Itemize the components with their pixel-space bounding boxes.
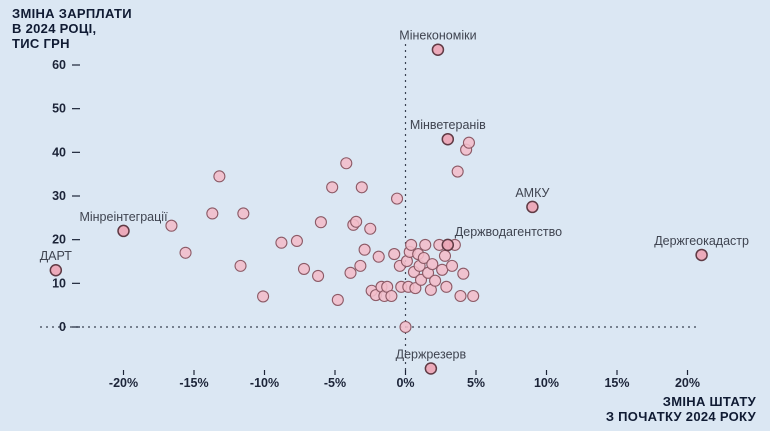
scatter-point-labeled bbox=[431, 43, 445, 56]
x-axis-title: ЗМІНА ШТАТУ З ПОЧАТКУ 2024 РОКУ bbox=[606, 394, 756, 424]
scatter-point bbox=[344, 266, 357, 279]
scatter-point-labeled bbox=[441, 132, 455, 146]
x-tick-label: -15% bbox=[179, 376, 208, 390]
scatter-point bbox=[388, 248, 401, 261]
scatter-point bbox=[331, 293, 344, 306]
y-tick-label: 60 bbox=[52, 58, 66, 72]
scatter-point bbox=[213, 170, 226, 183]
point-label: Держрезерв bbox=[396, 347, 467, 361]
scatter-point bbox=[390, 192, 404, 205]
scatter-point bbox=[429, 274, 442, 287]
scatter-point bbox=[314, 216, 327, 229]
x-tick-label: -5% bbox=[324, 376, 346, 390]
scatter-point bbox=[440, 280, 453, 293]
scatter-point bbox=[237, 207, 250, 220]
x-tick-label: 20% bbox=[675, 376, 700, 390]
scatter-point bbox=[257, 290, 270, 303]
point-label: АМКУ bbox=[515, 186, 549, 200]
scatter-point bbox=[297, 262, 311, 275]
scatter-point bbox=[462, 136, 476, 149]
scatter-point bbox=[426, 258, 439, 271]
point-label: Держводагентство bbox=[455, 225, 562, 239]
scatter-point bbox=[179, 246, 192, 259]
scatter-point-labeled bbox=[695, 248, 708, 262]
y-tick-label: 20 bbox=[52, 233, 66, 247]
point-label: Мінреінтеграції bbox=[79, 210, 168, 224]
point-label: ДАРТ bbox=[40, 249, 73, 263]
scatter-point bbox=[165, 219, 178, 232]
scatter-point bbox=[405, 238, 418, 251]
scatter-point bbox=[275, 236, 288, 249]
scatter-point bbox=[340, 157, 353, 170]
scatter-point bbox=[451, 165, 464, 178]
x-tick-label: 0% bbox=[396, 376, 414, 390]
scatter-point bbox=[457, 267, 470, 280]
scatter-point bbox=[445, 259, 459, 272]
scatter-point bbox=[399, 320, 412, 334]
scatter-point bbox=[417, 251, 430, 265]
scatter-point-labeled bbox=[441, 238, 455, 252]
x-tick-label: -10% bbox=[250, 376, 279, 390]
scatter-point bbox=[438, 249, 452, 262]
scatter-point bbox=[312, 269, 325, 282]
scatter-point bbox=[467, 289, 480, 303]
scatter-point bbox=[385, 289, 398, 303]
x-axis-title-line2: З ПОЧАТКУ 2024 РОКУ bbox=[605, 409, 756, 424]
point-label: Держгеокадастр bbox=[654, 234, 749, 248]
scatter-point bbox=[234, 259, 247, 272]
y-tick-label: 30 bbox=[52, 189, 66, 203]
scatter-point bbox=[409, 282, 422, 295]
y-axis-title-line3: ТИС ГРН bbox=[12, 36, 70, 51]
y-tick-label: 50 bbox=[52, 102, 66, 116]
y-tick-label: 40 bbox=[52, 145, 66, 159]
point-label: Мінветеранів bbox=[410, 118, 486, 132]
x-tick-label: -20% bbox=[109, 376, 138, 390]
scatter-point-labeled bbox=[526, 200, 539, 214]
scatter-point bbox=[419, 238, 432, 251]
scatter-point bbox=[355, 181, 368, 194]
y-axis-title-line2: В 2024 РОЦІ, bbox=[12, 21, 97, 36]
y-axis-title: ЗМІНА ЗАРПЛАТИ В 2024 РОЦІ, ТИС ГРН bbox=[12, 6, 132, 51]
scatter-point bbox=[350, 215, 363, 228]
scatter-point-labeled bbox=[117, 224, 130, 238]
y-axis-title-line1: ЗМІНА ЗАРПЛАТИ bbox=[12, 6, 132, 21]
scatter-point bbox=[454, 289, 467, 303]
y-tick-label: 0 bbox=[59, 320, 66, 334]
x-tick-label: 10% bbox=[534, 376, 559, 390]
scatter-point-labeled bbox=[424, 362, 438, 375]
point-label: Мінекономіки bbox=[399, 29, 476, 43]
scatter-point bbox=[290, 234, 303, 248]
x-tick-label: 5% bbox=[467, 376, 485, 390]
y-tick-label: 10 bbox=[52, 276, 66, 290]
x-tick-label: 15% bbox=[604, 376, 629, 390]
scatter-point-labeled bbox=[49, 263, 63, 277]
scatter-point bbox=[372, 250, 385, 263]
x-axis-title-line1: ЗМІНА ШТАТУ bbox=[662, 394, 756, 409]
scatter-point bbox=[358, 243, 371, 256]
scatter-point bbox=[326, 181, 339, 194]
scatter-point bbox=[364, 222, 377, 235]
scatter-point bbox=[206, 207, 219, 220]
scatter-point bbox=[354, 259, 367, 272]
